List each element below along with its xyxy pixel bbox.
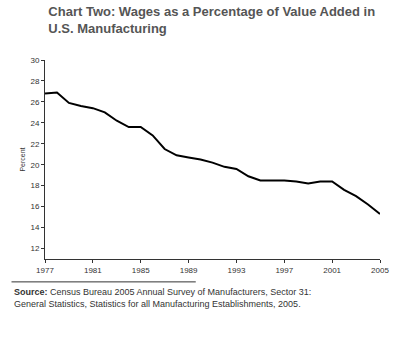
svg-text:26: 26 <box>30 98 39 107</box>
svg-text:1981: 1981 <box>84 266 102 275</box>
svg-text:2005: 2005 <box>371 266 389 275</box>
svg-text:12: 12 <box>30 244 39 253</box>
svg-text:1997: 1997 <box>275 266 293 275</box>
svg-text:20: 20 <box>30 161 39 170</box>
svg-text:1993: 1993 <box>228 266 246 275</box>
svg-text:28: 28 <box>30 77 39 86</box>
svg-text:14: 14 <box>30 223 39 232</box>
svg-text:24: 24 <box>30 119 39 128</box>
svg-text:Chart Two: Wages as a Percenta: Chart Two: Wages as a Percentage of Valu… <box>48 4 375 36</box>
svg-text:Source: Census Bureau 2005 Ann: Source: Census Bureau 2005 Annual Survey… <box>14 287 311 309</box>
svg-text:2001: 2001 <box>323 266 341 275</box>
svg-text:16: 16 <box>30 202 39 211</box>
svg-text:1989: 1989 <box>180 266 198 275</box>
svg-text:30: 30 <box>30 56 39 65</box>
svg-text:Percent: Percent <box>19 147 26 171</box>
svg-text:22: 22 <box>30 140 39 149</box>
svg-text:1977: 1977 <box>36 266 54 275</box>
svg-text:1985: 1985 <box>132 266 150 275</box>
svg-text:18: 18 <box>30 181 39 190</box>
